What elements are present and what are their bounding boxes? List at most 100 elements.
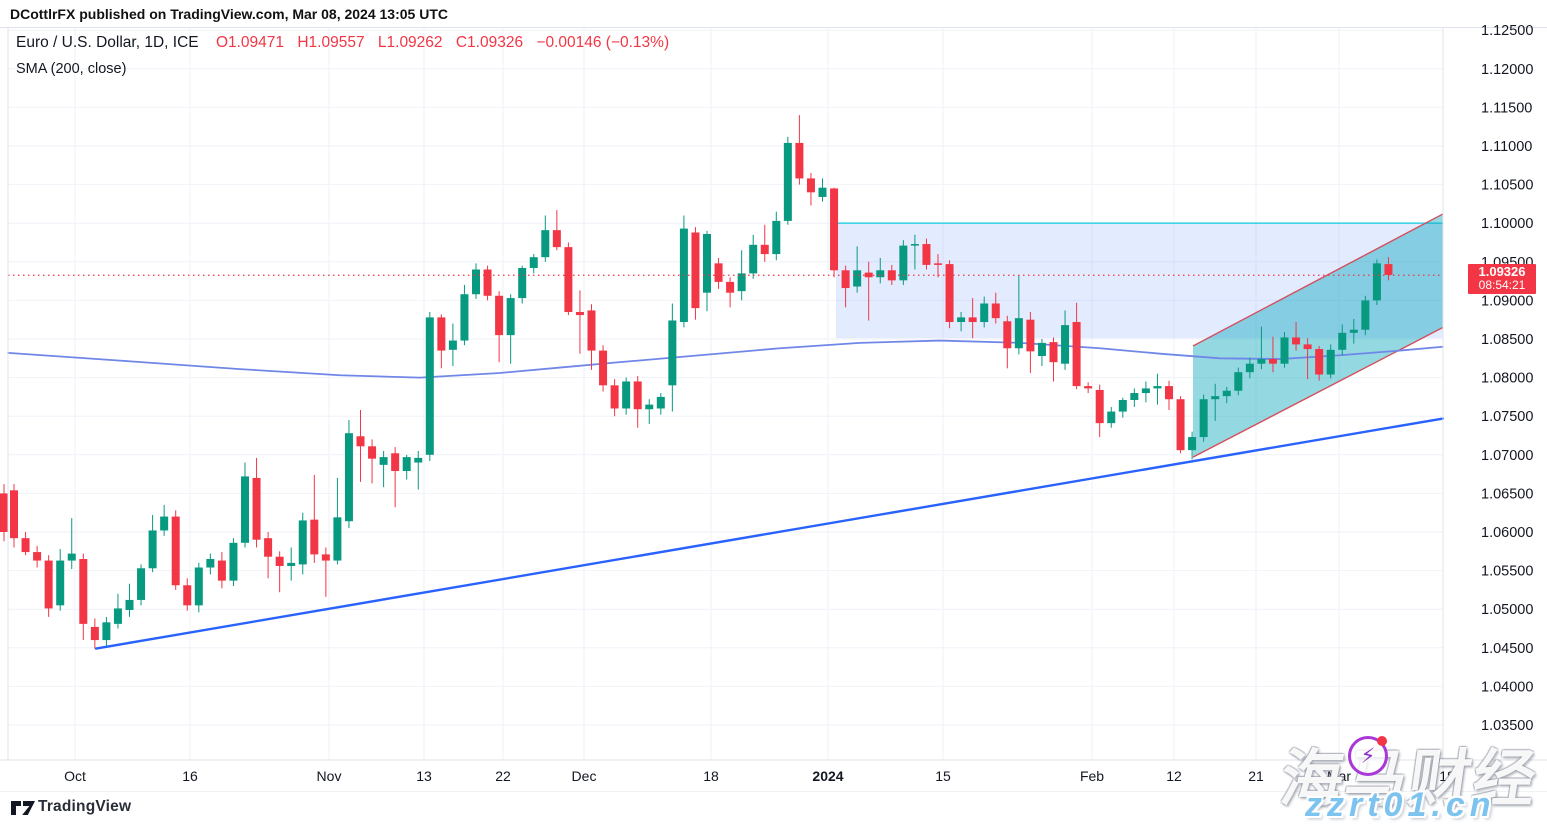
candle <box>922 244 931 265</box>
price-tick-label: 1.11000 <box>1481 139 1532 155</box>
sma-200-line[interactable] <box>7 339 1444 379</box>
candle <box>806 178 815 193</box>
candle <box>1211 396 1220 400</box>
time-tick-label: 15 <box>935 768 951 784</box>
tradingview-logo-icon[interactable] <box>10 799 36 817</box>
candle <box>1165 386 1173 400</box>
last-price-axis-label: 1.09326 08:54:21 <box>1468 264 1536 294</box>
candle <box>853 270 862 287</box>
time-tick-label: 13 <box>416 768 432 784</box>
time-tick-label: 12 <box>1166 768 1182 784</box>
candle <box>1199 399 1208 438</box>
candle <box>703 234 711 293</box>
candle <box>830 188 839 271</box>
candle <box>21 538 30 553</box>
candle <box>552 230 561 248</box>
chart-legend[interactable]: Euro / U.S. Dollar, 1D, ICE O1.09471 H1.… <box>16 34 669 77</box>
ohlc-close: C1.09326 <box>455 34 524 51</box>
candle <box>1361 300 1370 330</box>
candle <box>1234 372 1243 391</box>
candle <box>1026 319 1035 352</box>
candle <box>518 267 527 299</box>
price-tick-label: 1.05000 <box>1481 602 1533 618</box>
candle <box>575 311 584 316</box>
candle <box>991 303 1000 319</box>
candle <box>391 453 400 472</box>
candle <box>252 477 261 540</box>
price-tick-label: 1.06500 <box>1481 486 1533 502</box>
candle <box>633 381 642 410</box>
candle <box>1072 322 1081 387</box>
candle <box>1245 363 1254 373</box>
price-change: −0.00146 (−0.13%) <box>536 34 670 51</box>
price-tick-label: 1.05500 <box>1481 564 1533 580</box>
candle <box>691 232 700 309</box>
support-trendline[interactable] <box>94 417 1445 650</box>
time-tick-label: 18 <box>1439 768 1455 784</box>
candle <box>148 530 157 569</box>
price-tick-label: 1.12000 <box>1481 62 1533 78</box>
time-tick-label: 22 <box>495 768 511 784</box>
candle <box>495 295 504 336</box>
candle <box>737 273 746 292</box>
price-tick-label: 1.04500 <box>1481 641 1533 657</box>
candle <box>264 538 273 557</box>
candle <box>749 244 758 274</box>
time-tick-label: Nov <box>317 768 342 784</box>
candle <box>448 340 457 350</box>
resistance-zone <box>836 222 1443 339</box>
candle <box>194 567 203 606</box>
candle <box>1176 399 1185 451</box>
candle <box>310 519 319 555</box>
candle <box>945 264 954 323</box>
candle <box>241 476 249 543</box>
candle <box>67 553 76 561</box>
time-tick-label: Dec <box>572 768 597 784</box>
candle <box>1188 437 1197 451</box>
candle <box>1095 389 1104 424</box>
candle <box>760 244 769 255</box>
price-axis[interactable]: 1.12500 1.12000 1.11500 1.11000 1.10500 1.100… <box>1481 23 1533 734</box>
candle <box>368 446 377 459</box>
candle <box>899 245 908 281</box>
candle <box>1326 349 1335 375</box>
candle <box>1130 393 1139 400</box>
candle <box>113 608 122 624</box>
symbol-legend-row[interactable]: Euro / U.S. Dollar, 1D, ICE O1.09471 H1.… <box>16 34 669 52</box>
price-tick-label: 1.11500 <box>1481 100 1532 116</box>
tradingview-brand-text[interactable]: TradingView <box>38 798 132 815</box>
candle <box>957 317 966 323</box>
symbol-title[interactable]: Euro / U.S. Dollar, 1D, ICE <box>16 34 199 51</box>
candle <box>229 542 238 581</box>
price-tick-label: 1.10500 <box>1481 178 1533 194</box>
grid-lines <box>8 28 1443 760</box>
candle <box>1303 344 1312 350</box>
candle <box>529 257 538 268</box>
candle <box>818 187 827 197</box>
time-axis[interactable]: Oct 16 Nov 13 22 Dec 18 2024 15 Feb 12 21 Mar 18 <box>64 768 1455 784</box>
price-tick-label: 1.07000 <box>1481 448 1533 464</box>
price-tick-label: 1.07500 <box>1481 409 1533 425</box>
candle <box>541 230 550 258</box>
price-tick-label: 1.10000 <box>1481 216 1533 232</box>
candle <box>33 552 42 561</box>
price-tick-label: 1.09000 <box>1481 293 1533 309</box>
publish-bar: DCottlrFX published on TradingView.com, … <box>0 0 1547 28</box>
candle <box>1280 337 1289 364</box>
candle <box>137 568 146 600</box>
bar-countdown: 08:54:21 <box>1478 278 1526 292</box>
time-tick-label: Oct <box>64 768 86 784</box>
candle <box>287 562 296 566</box>
candle <box>980 303 989 323</box>
candle <box>102 622 111 641</box>
candle <box>714 263 723 282</box>
price-tick-label: 1.12500 <box>1481 23 1533 39</box>
candle <box>217 560 226 581</box>
candle <box>460 294 469 341</box>
candle <box>564 247 573 312</box>
candle <box>1292 337 1301 345</box>
candle <box>795 142 804 179</box>
candle <box>1338 332 1347 350</box>
indicator-legend-row[interactable]: SMA (200, close) <box>16 61 127 77</box>
